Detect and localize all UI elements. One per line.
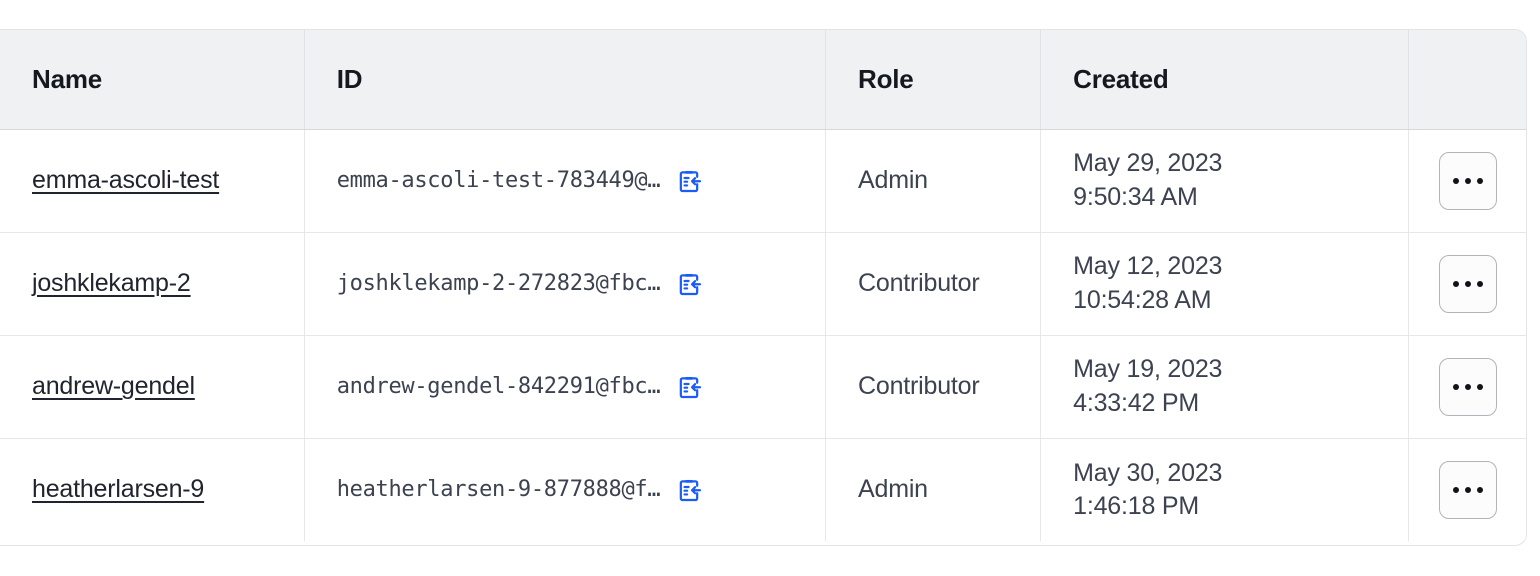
id-cell-content: joshklekamp-2-272823@fbc…	[337, 269, 825, 299]
cell-actions	[1408, 129, 1526, 233]
ellipsis-icon	[1452, 177, 1459, 184]
role-value: Contributor	[858, 269, 980, 297]
cell-id: andrew-gendel-842291@fbc…	[304, 335, 827, 439]
account-id-text: joshklekamp-2-272823@fbc…	[336, 271, 661, 296]
account-name-link[interactable]: heatherlarsen-9	[32, 475, 205, 504]
cell-created: May 19, 2023 4:33:42 PM	[1040, 335, 1410, 439]
ellipsis-icon	[1464, 383, 1471, 390]
copy-to-clipboard-icon[interactable]	[674, 475, 704, 505]
cell-actions	[1408, 438, 1526, 541]
ellipsis-icon	[1464, 486, 1471, 493]
column-header-created[interactable]: Created	[1040, 30, 1410, 130]
ellipsis-icon	[1464, 177, 1471, 184]
table-header-row: Name ID Role Created	[0, 30, 1526, 130]
created-time: 1:46:18 PM	[1073, 491, 1200, 520]
cell-created: May 12, 2023 10:54:28 AM	[1040, 232, 1410, 336]
cell-id: emma-ascoli-test-783449@…	[304, 129, 827, 233]
cell-created: May 30, 2023 1:46:18 PM	[1040, 438, 1410, 541]
table-body: emma-ascoli-test emma-ascoli-test-783449…	[0, 129, 1526, 541]
service-accounts-table: Name ID Role Created emma-ascoli-test em…	[0, 29, 1527, 546]
row-actions-button[interactable]	[1438, 254, 1497, 313]
cell-created: May 29, 2023 9:50:34 AM	[1040, 129, 1410, 233]
cell-role: Admin	[825, 438, 1042, 541]
created-time: 9:50:34 AM	[1073, 182, 1198, 211]
table-row: andrew-gendel andrew-gendel-842291@fbc…	[0, 335, 1526, 439]
role-value: Admin	[858, 166, 928, 194]
table-row: joshklekamp-2 joshklekamp-2-272823@fbc…	[0, 232, 1526, 336]
table-header: Name ID Role Created	[0, 30, 1526, 130]
created-time: 10:54:28 AM	[1073, 285, 1212, 314]
cell-role: Contributor	[825, 335, 1042, 439]
cell-name: heatherlarsen-9	[0, 438, 305, 541]
created-value: May 29, 2023 9:50:34 AM	[1073, 147, 1408, 214]
row-actions-button[interactable]	[1438, 151, 1497, 210]
cell-id: joshklekamp-2-272823@fbc…	[304, 232, 827, 336]
ellipsis-icon	[1452, 383, 1459, 390]
table-row: heatherlarsen-9 heatherlarsen-9-877888@f…	[0, 438, 1526, 541]
cell-actions	[1408, 335, 1526, 439]
account-name-link[interactable]: joshklekamp-2	[32, 269, 191, 297]
created-time: 4:33:42 PM	[1073, 388, 1200, 417]
ellipsis-icon	[1476, 383, 1483, 390]
created-value: May 12, 2023 10:54:28 AM	[1073, 250, 1408, 317]
account-id-text: andrew-gendel-842291@fbc…	[336, 374, 661, 399]
created-value: May 19, 2023 4:33:42 PM	[1073, 353, 1408, 420]
ellipsis-icon	[1476, 486, 1483, 493]
column-header-role[interactable]: Role	[825, 30, 1042, 130]
ellipsis-icon	[1452, 280, 1459, 287]
row-actions-button[interactable]	[1438, 460, 1497, 519]
account-id-text: emma-ascoli-test-783449@…	[336, 168, 661, 193]
created-date: May 12, 2023	[1073, 252, 1223, 281]
column-header-name[interactable]: Name	[0, 30, 305, 130]
account-name-link[interactable]: emma-ascoli-test	[32, 166, 220, 194]
created-date: May 30, 2023	[1073, 458, 1223, 487]
role-value: Contributor	[858, 372, 980, 400]
cell-id: heatherlarsen-9-877888@f…	[304, 438, 827, 541]
copy-to-clipboard-icon[interactable]	[674, 166, 704, 196]
created-value: May 30, 2023 1:46:18 PM	[1073, 457, 1408, 524]
id-cell-content: emma-ascoli-test-783449@…	[337, 166, 825, 196]
account-id-text: heatherlarsen-9-877888@f…	[336, 477, 661, 503]
id-cell-content: heatherlarsen-9-877888@f…	[337, 475, 825, 505]
column-header-actions	[1408, 30, 1526, 130]
cell-actions	[1408, 232, 1526, 336]
copy-to-clipboard-icon[interactable]	[674, 372, 704, 402]
row-actions-button[interactable]	[1438, 357, 1497, 416]
created-date: May 29, 2023	[1073, 149, 1223, 178]
cell-name: emma-ascoli-test	[0, 129, 305, 233]
table-row: emma-ascoli-test emma-ascoli-test-783449…	[0, 129, 1526, 233]
ellipsis-icon	[1464, 280, 1471, 287]
created-date: May 19, 2023	[1073, 355, 1223, 384]
account-name-link[interactable]: andrew-gendel	[32, 372, 195, 400]
ellipsis-icon	[1476, 280, 1483, 287]
ellipsis-icon	[1452, 486, 1459, 493]
id-cell-content: andrew-gendel-842291@fbc…	[337, 372, 825, 402]
copy-to-clipboard-icon[interactable]	[674, 269, 704, 299]
cell-name: andrew-gendel	[0, 335, 305, 439]
cell-role: Admin	[825, 129, 1042, 233]
data-table: Name ID Role Created emma-ascoli-test em…	[0, 30, 1526, 541]
cell-role: Contributor	[825, 232, 1042, 336]
role-value: Admin	[858, 475, 928, 504]
column-header-id[interactable]: ID	[304, 30, 827, 130]
cell-name: joshklekamp-2	[0, 232, 305, 336]
ellipsis-icon	[1476, 177, 1483, 184]
